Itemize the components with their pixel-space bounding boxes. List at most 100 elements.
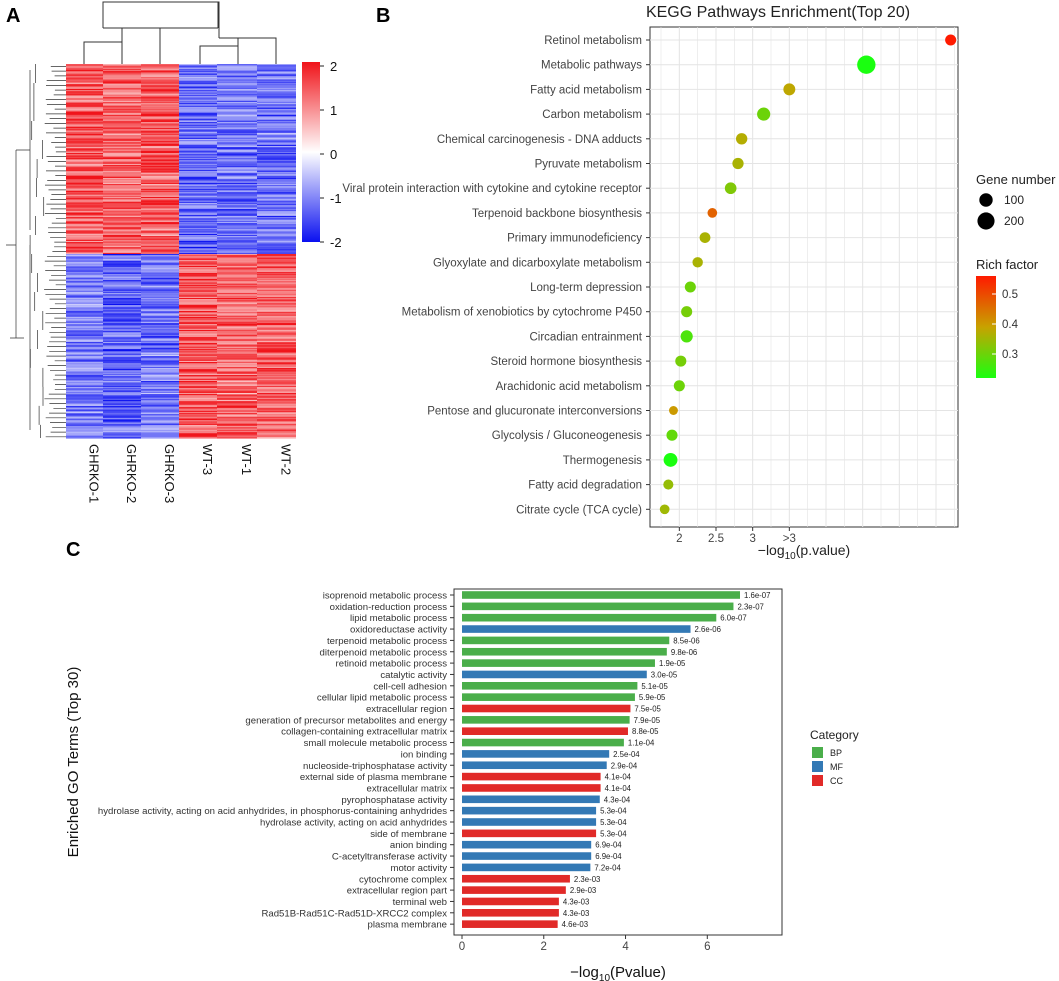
- heatmap-cell: [257, 270, 296, 273]
- heatmap-cell: [141, 112, 179, 115]
- heatmap-cell: [257, 251, 296, 254]
- go-bar: [462, 591, 740, 599]
- heatmap-cell: [103, 275, 141, 278]
- heatmap-cell: [217, 232, 257, 235]
- heatmap-cell: [66, 251, 103, 254]
- go-bar: [462, 897, 559, 906]
- category-legend-title: Category: [810, 728, 859, 742]
- heatmap-cell: [179, 278, 217, 281]
- heatmap-cell: [179, 308, 217, 311]
- heatmap-cell: [179, 402, 217, 405]
- rich-factor-ticks: 0.50.40.3: [992, 289, 1019, 361]
- heatmap-cell: [217, 280, 257, 282]
- heatmap-cell: [257, 218, 296, 221]
- heatmap-cell: [257, 87, 296, 90]
- go-bar: [462, 886, 566, 894]
- heatmap-cell: [141, 233, 179, 236]
- heatmap-cell: [257, 168, 296, 171]
- heatmap-cell: [103, 383, 141, 386]
- heatmap-cell: [179, 295, 217, 298]
- heatmap-cell: [66, 352, 103, 355]
- heatmap-cell: [179, 183, 217, 186]
- heatmap-cell: [257, 381, 296, 383]
- heatmap-cell: [257, 226, 296, 229]
- heatmap-cell: [66, 71, 103, 73]
- heatmap-cell: [257, 283, 296, 286]
- heatmap-cell: [103, 429, 141, 432]
- heatmap-cell: [217, 147, 257, 149]
- heatmap-cell: [141, 118, 179, 121]
- heatmap-cell: [217, 79, 257, 82]
- heatmap-cell: [141, 303, 179, 306]
- heatmap-cell: [257, 112, 296, 115]
- heatmap-cell: [66, 312, 103, 314]
- go-term-label: terminal web: [393, 897, 447, 908]
- heatmap-cell: [103, 403, 141, 406]
- heatmap-cell: [257, 351, 296, 354]
- heatmap-cell: [179, 69, 217, 72]
- heatmap-cell: [257, 390, 296, 393]
- heatmap-cell: [179, 130, 217, 133]
- heatmap-cell: [217, 369, 257, 371]
- heatmap-cell: [141, 110, 179, 113]
- heatmap-cell: [179, 288, 217, 291]
- heatmap-cell: [66, 295, 103, 298]
- panel-label-a: A: [6, 5, 20, 27]
- heatmap-cell: [179, 351, 217, 354]
- heatmap-sample-label: WT-3: [200, 444, 215, 475]
- heatmap-cell: [257, 253, 296, 256]
- heatmap-cell: [179, 240, 217, 243]
- heatmap-cell: [103, 346, 141, 349]
- heatmap-cell: [103, 293, 141, 295]
- heatmap-cell: [66, 179, 103, 181]
- heatmap-cell: [179, 229, 217, 231]
- heatmap-cell: [179, 139, 217, 142]
- heatmap-cell: [66, 182, 103, 185]
- heatmap-cell: [103, 372, 141, 375]
- heatmap-cell: [103, 226, 141, 229]
- heatmap-cell: [103, 141, 141, 143]
- heatmap-cell: [103, 65, 141, 67]
- heatmap-cell: [66, 335, 103, 338]
- go-value-label: 1.1e-04: [628, 739, 655, 748]
- heatmap-cell: [103, 263, 141, 266]
- heatmap-cell: [66, 268, 103, 271]
- heatmap-cell: [217, 410, 257, 413]
- heatmap-cell: [141, 173, 179, 176]
- heatmap-cell: [217, 423, 257, 426]
- heatmap-cell: [66, 166, 103, 168]
- heatmap-cell: [217, 214, 257, 217]
- heatmap-panel: GHRKO-1 GHRKO-2 GHRKO-3 WT-3 WT-1 WT-2 210-1-…: [6, 1, 342, 503]
- heatmap-cell: [257, 131, 296, 134]
- heatmap-cell: [257, 366, 296, 369]
- heatmap-cell: [141, 377, 179, 380]
- heatmap-cell: [179, 359, 217, 362]
- heatmap-cell: [66, 84, 103, 86]
- heatmap-cell: [141, 265, 179, 268]
- heatmap-cell: [141, 321, 179, 324]
- heatmap-cell: [66, 115, 103, 117]
- heatmap-cell: [66, 390, 103, 393]
- heatmap-cell: [141, 219, 179, 222]
- heatmap-cell: [257, 233, 296, 236]
- heatmap-cell: [179, 291, 217, 294]
- heatmap-cell: [141, 340, 179, 343]
- heatmap-cell: [217, 434, 257, 437]
- heatmap-cell: [179, 429, 217, 432]
- heatmap-cell: [179, 362, 217, 364]
- heatmap-cell: [179, 204, 217, 206]
- heatmap-cell: [141, 238, 179, 241]
- heatmap-cell: [66, 142, 103, 145]
- heatmap-cell: [141, 101, 179, 104]
- gene-number-legend-title: Gene number: [976, 172, 1056, 187]
- heatmap-cell: [103, 151, 141, 154]
- heatmap-cell: [179, 73, 217, 76]
- heatmap-cell: [66, 276, 103, 279]
- heatmap-cell: [66, 137, 103, 140]
- heatmap-cell: [179, 132, 217, 135]
- heatmap-cell: [257, 353, 296, 356]
- heatmap-cell: [103, 191, 141, 193]
- heatmap-cell: [141, 167, 179, 170]
- heatmap-cell: [179, 322, 217, 325]
- heatmap-cell: [217, 99, 257, 102]
